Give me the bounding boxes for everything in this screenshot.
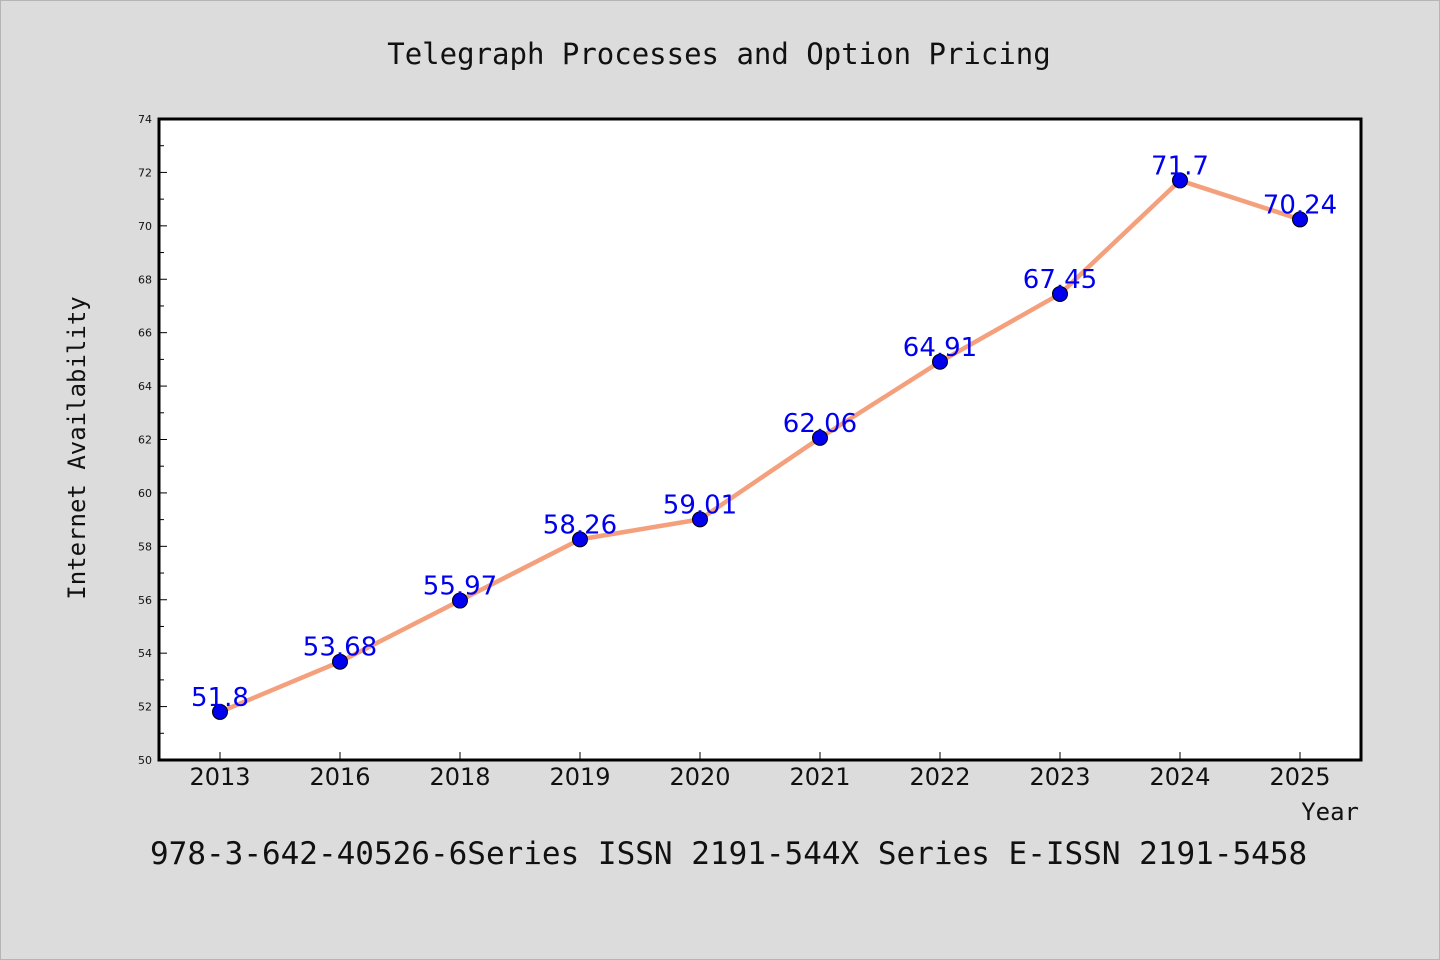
data-label: 53.68 bbox=[303, 633, 377, 663]
x-tick-label: 2025 bbox=[1269, 763, 1330, 791]
y-tick-label: 72 bbox=[138, 166, 152, 179]
x-tick-label: 2016 bbox=[309, 763, 370, 791]
x-tick-label: 2019 bbox=[549, 763, 610, 791]
y-tick-label: 56 bbox=[138, 594, 152, 607]
footer-text: 978-3-642-40526-6Series ISSN 2191-544X S… bbox=[150, 836, 1307, 872]
x-tick-label: 2020 bbox=[669, 763, 730, 791]
x-axis-title: Year bbox=[1301, 798, 1359, 826]
x-tick-label: 2013 bbox=[189, 763, 250, 791]
y-tick-label: 68 bbox=[138, 273, 152, 286]
x-tick-label: 2022 bbox=[909, 763, 970, 791]
data-point bbox=[812, 429, 828, 446]
series-line bbox=[217, 178, 1303, 715]
data-label: 58.26 bbox=[543, 510, 617, 540]
y-tick-label: 74 bbox=[138, 113, 152, 126]
y-tick-label: 54 bbox=[138, 647, 152, 660]
data-point bbox=[452, 592, 468, 609]
x-tick-label: 2023 bbox=[1029, 763, 1090, 791]
x-tick-label: 2024 bbox=[1149, 763, 1210, 791]
data-point bbox=[692, 511, 708, 528]
y-tick-label: 62 bbox=[138, 434, 152, 447]
data-point bbox=[1292, 211, 1308, 228]
data-label: 59.01 bbox=[663, 490, 737, 520]
data-label: 67.45 bbox=[1023, 265, 1097, 295]
x-tick-label: 2021 bbox=[789, 763, 850, 791]
y-tick-label: 64 bbox=[138, 380, 152, 393]
chart-title: Telegraph Processes and Option Pricing bbox=[387, 37, 1050, 71]
data-labels: 51.8 53.68 55.97 58.26 59.01 62.06 64.91 67.45 7… bbox=[191, 151, 1337, 712]
data-series bbox=[212, 172, 1308, 720]
data-point bbox=[212, 703, 228, 720]
data-label: 71.7 bbox=[1151, 151, 1209, 181]
data-label: 64.91 bbox=[903, 333, 977, 363]
y-tick-label: 50 bbox=[138, 754, 152, 767]
data-point bbox=[572, 531, 588, 548]
data-label: 55.97 bbox=[423, 572, 497, 602]
y-tick-label: 70 bbox=[138, 220, 152, 233]
y-axis: 50 52 54 56 58 60 62 64 66 68 70 72 74 bbox=[138, 113, 167, 767]
data-label: 70.24 bbox=[1263, 190, 1337, 220]
x-axis: 2013 2016 2018 2019 2020 2021 2022 2023 2024 2025 bbox=[189, 752, 1331, 791]
y-axis-title: Internet Availability bbox=[63, 296, 91, 599]
y-tick-label: 66 bbox=[138, 327, 152, 340]
y-tick-label: 52 bbox=[138, 701, 152, 714]
data-label: 62.06 bbox=[783, 409, 857, 439]
data-label: 51.8 bbox=[191, 683, 249, 713]
data-point bbox=[932, 353, 948, 370]
data-point bbox=[1172, 172, 1188, 189]
x-tick-label: 2018 bbox=[429, 763, 490, 791]
data-point bbox=[332, 653, 348, 670]
y-tick-label: 58 bbox=[138, 540, 152, 553]
y-tick-label: 60 bbox=[138, 487, 152, 500]
data-point bbox=[1052, 285, 1068, 302]
